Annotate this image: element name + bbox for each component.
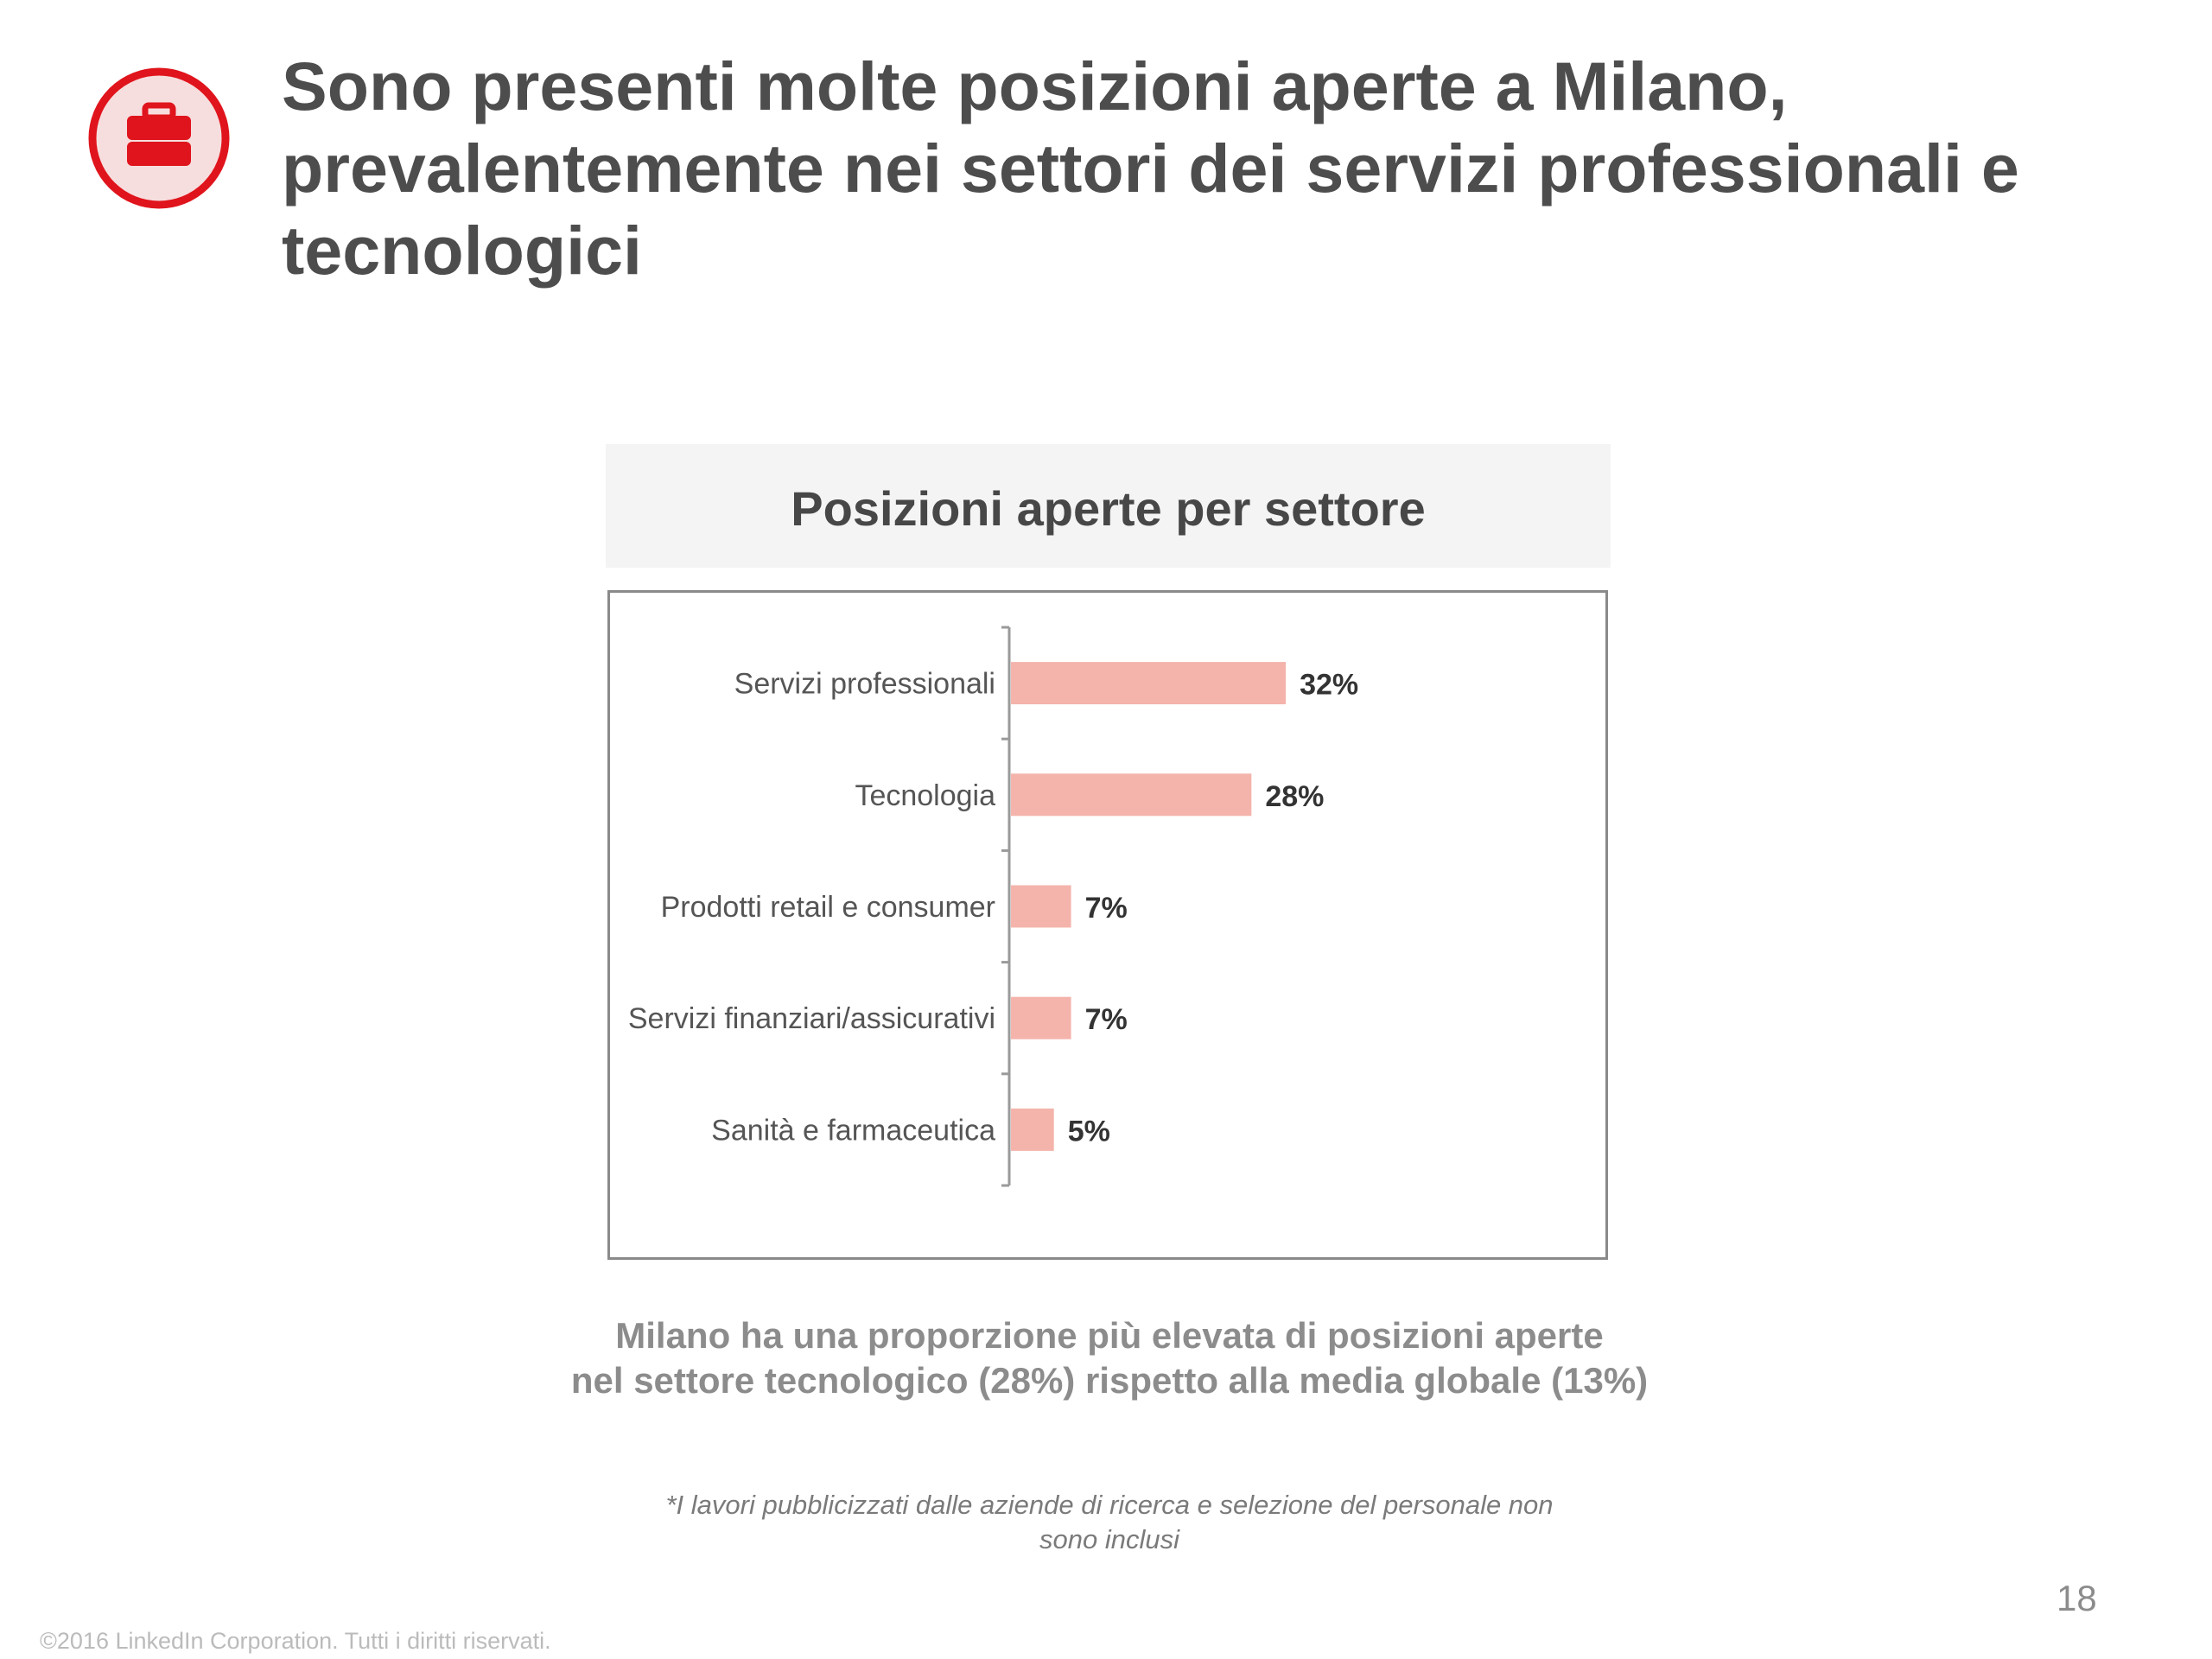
page-number: 18	[2056, 1578, 2097, 1618]
category-label: Servizi finanziari/assicurativi	[628, 1002, 995, 1035]
chart-title: Posizioni aperte per settore	[791, 481, 1426, 536]
category-label: Sanità e farmaceutica	[711, 1114, 995, 1147]
data-label: 7%	[1085, 892, 1128, 925]
briefcase-icon	[88, 67, 230, 209]
footnote: *I lavori pubblicizzati dalle aziende di…	[605, 1488, 1614, 1557]
chart-frame: Servizi professionali 32% Tecnologia 28% Pro…	[607, 590, 1608, 1260]
bar	[1011, 1108, 1054, 1151]
takeaway-text: Milano ha una proporzione più elevata di…	[484, 1313, 1735, 1403]
chart-header: Posizioni aperte per settore	[606, 444, 1611, 568]
data-label: 28%	[1265, 780, 1324, 813]
data-label: 7%	[1085, 1003, 1128, 1036]
bar	[1011, 773, 1252, 817]
page-title: Sono presenti molte posizioni aperte a M…	[282, 48, 2019, 289]
bar-chart: Servizi professionali 32% Tecnologia 28% Pro…	[628, 626, 1358, 1187]
bar	[1011, 662, 1287, 705]
takeaway-line-2: nel settore tecnologico (28%) rispetto a…	[570, 1360, 1649, 1401]
category-label: Servizi professionali	[734, 668, 995, 701]
bar	[1011, 996, 1071, 1039]
data-label: 32%	[1300, 669, 1358, 702]
footnote-line-2: sono inclusi	[1039, 1524, 1179, 1554]
data-label: 5%	[1068, 1115, 1110, 1147]
bar	[1011, 885, 1071, 928]
footnote-line-1: *I lavori pubblicizzati dalle aziende di…	[665, 1490, 1554, 1520]
copyright-notice: ©2016 LinkedIn Corporation. Tutti i diri…	[40, 1628, 551, 1654]
category-label: Tecnologia	[855, 779, 995, 812]
takeaway-line-1: Milano ha una proporzione più elevata di…	[615, 1315, 1604, 1356]
category-label: Prodotti retail e consumer	[661, 891, 995, 924]
